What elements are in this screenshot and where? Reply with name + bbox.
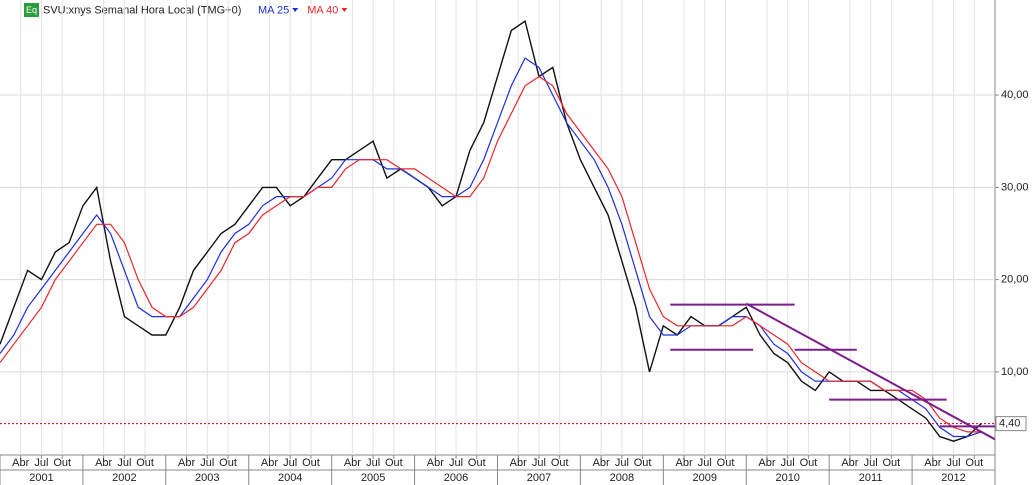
series-line [0, 20, 982, 442]
year-label: 2007 [527, 472, 551, 484]
year-label: 2005 [361, 472, 385, 484]
legend-label: MA 40 [307, 4, 338, 16]
x-tick-label: Jul [449, 457, 463, 469]
year-label: 2011 [859, 472, 883, 484]
legend-marker [292, 8, 299, 12]
x-tick-label: Abr [510, 457, 527, 469]
last-value-box [995, 416, 1027, 432]
x-tick-label: Out [551, 457, 569, 469]
x-tick-label: Abr [841, 457, 858, 469]
x-tick-label: Out [882, 457, 900, 469]
x-tick-label: Abr [593, 457, 610, 469]
legend-label: MA 25 [258, 4, 289, 16]
x-tick-label: Out [219, 457, 237, 469]
year-label: 2012 [941, 472, 965, 484]
badge-box [24, 3, 39, 17]
x-tick-label: Out [53, 457, 71, 469]
badge: Eq [26, 5, 37, 15]
x-tick-label: Out [717, 457, 735, 469]
year-label: 2002 [112, 472, 136, 484]
year-label: 2004 [278, 472, 302, 484]
x-tick-label: Abr [178, 457, 195, 469]
series-line [0, 75, 982, 433]
x-tick-label: Abr [924, 457, 941, 469]
x-tick-label: Out [302, 457, 320, 469]
x-tick-label: Abr [95, 457, 112, 469]
last-value-label: 4,40 [999, 418, 1020, 430]
x-tick-label: Jul [34, 457, 48, 469]
x-tick-label: Out [136, 457, 154, 469]
trendline [745, 302, 995, 441]
x-tick-label: Jul [283, 457, 297, 469]
plot-area [0, 0, 995, 455]
chart-title: SVU:xnys Semanal Hora Local (TMG+0) [43, 4, 241, 16]
x-tick-label: Jul [615, 457, 629, 469]
y-tick-label: 30,00 [1001, 181, 1029, 193]
x-tick-label: Abr [12, 457, 29, 469]
y-tick-label: 40,00 [1001, 89, 1029, 101]
x-tick-label: Abr [758, 457, 775, 469]
x-tick-label: Jul [532, 457, 546, 469]
series-line [0, 57, 982, 438]
x-tick-label: Jul [947, 457, 961, 469]
y-tick-label: 10,00 [1001, 366, 1029, 378]
x-tick-label: Out [468, 457, 486, 469]
year-label: 2001 [29, 472, 53, 484]
x-tick-label: Jul [200, 457, 214, 469]
x-tick-label: Abr [427, 457, 444, 469]
x-tick-label: Jul [117, 457, 131, 469]
year-label: 2008 [610, 472, 634, 484]
year-label: 2010 [775, 472, 799, 484]
x-tick-label: Abr [676, 457, 693, 469]
x-tick-label: Out [385, 457, 403, 469]
x-tick-label: Out [634, 457, 652, 469]
year-label: 2006 [444, 472, 468, 484]
x-tick-label: Out [800, 457, 818, 469]
x-tick-label: Abr [261, 457, 278, 469]
year-label: 2003 [195, 472, 219, 484]
x-tick-label: Out [965, 457, 983, 469]
x-tick-label: Jul [366, 457, 380, 469]
legend-marker [341, 8, 348, 12]
x-tick-label: Jul [698, 457, 712, 469]
x-tick-label: Abr [344, 457, 361, 469]
year-label: 2009 [693, 472, 717, 484]
x-tick-label: Jul [864, 457, 878, 469]
y-tick-label: 20,00 [1001, 274, 1029, 286]
x-tick-label: Jul [781, 457, 795, 469]
